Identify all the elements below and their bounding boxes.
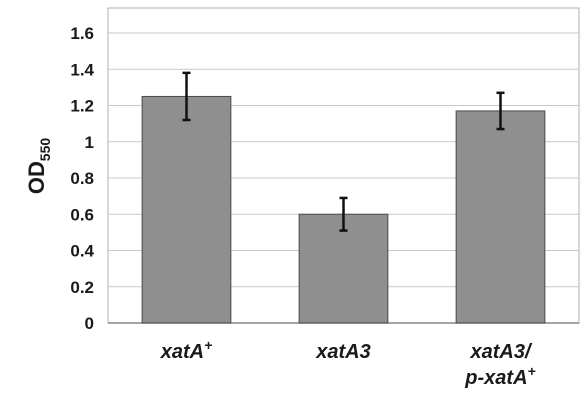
y-axis-title-main: OD [24,161,49,194]
category-label-superscript: + [528,363,536,379]
y-axis-title-subscript: 550 [37,138,53,162]
category-label: xatA+ [160,337,213,363]
y-tick-labels: 0 0.2 0.4 0.6 0.8 1 1.2 1.4 1.6 [70,24,94,333]
category-label: p-xatA+ [464,363,535,389]
y-axis-title: OD550 [24,138,53,195]
y-tick-label: 0.2 [70,278,94,297]
category-label: xatA3/ [469,341,532,363]
y-tick-label: 0.8 [70,169,94,188]
y-tick-label: 0.4 [70,242,94,261]
category-label-main: p-xatA [464,367,527,389]
bars [141,95,546,324]
y-tick-label: 1.2 [70,97,94,116]
y-tick-label: 0 [85,314,94,333]
y-tick-label: 1.4 [70,60,94,79]
error-bars [182,71,505,232]
bar [455,110,546,324]
category-label-main: xatA3 [315,341,370,363]
category-label-main: xatA [160,341,204,363]
bar [298,213,389,324]
bar [141,95,232,324]
category-label-main: xatA3/ [469,341,532,363]
category-labels: xatA+ xatA3 xatA3/p-xatA+ [160,337,536,389]
y-tick-label: 1 [85,133,94,152]
category-label-superscript: + [204,337,212,353]
y-tick-label: 0.6 [70,205,94,224]
y-tick-label: 1.6 [70,24,94,43]
category-label: xatA3 [315,341,370,363]
